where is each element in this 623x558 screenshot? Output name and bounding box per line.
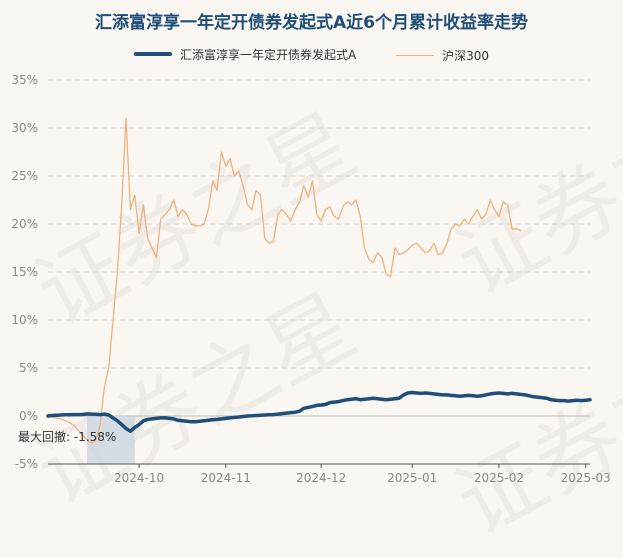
x-tick-label: 2025-01 <box>387 471 437 485</box>
plot-area: 35% 30% 25% 20% 15% 10% 5% 0% -5% 2024-10 2024-11 2… <box>11 73 611 485</box>
y-tick-label: 0% <box>19 409 38 423</box>
x-tick-label: 2024-10 <box>114 471 164 485</box>
x-tick-label: 2024-11 <box>201 471 251 485</box>
series-line-csi300[interactable] <box>47 117 522 444</box>
y-tick-label: 30% <box>11 121 38 135</box>
legend: 汇添富淳享一年定开债券发起式A 沪深300 <box>0 45 623 64</box>
y-tick-label: -5% <box>15 457 38 471</box>
legend-swatch-fund <box>134 52 173 56</box>
y-tick-label: 35% <box>11 73 38 87</box>
max-drawdown-label: 最大回撤: -1.58% <box>18 429 116 444</box>
chart-title: 汇添富淳享一年定开债券发起式A近6个月累计收益率走势 <box>95 13 528 33</box>
x-tick-label: 2025-03 <box>561 471 611 485</box>
y-tick-label: 20% <box>11 217 38 231</box>
legend-item-fund[interactable]: 汇添富淳享一年定开债券发起式A <box>134 46 356 63</box>
legend-label-fund: 汇添富淳享一年定开债券发起式A <box>180 47 357 62</box>
y-tick-label: 10% <box>11 313 38 327</box>
legend-label-index: 沪深300 <box>442 48 489 63</box>
chart-container: 证券之星 证券之星 证券之星 证券之星 汇添富淳享一年定开债券发起式A近6个月累… <box>0 13 623 555</box>
legend-item-index[interactable]: 沪深300 <box>396 47 489 64</box>
series-line-fund[interactable] <box>46 390 592 433</box>
x-tick-label: 2025-02 <box>474 471 524 485</box>
y-tick-label: 25% <box>11 169 38 183</box>
legend-swatch-index <box>396 54 435 56</box>
x-tick-label: 2024-12 <box>296 471 346 485</box>
y-tick-label: 15% <box>11 265 38 279</box>
y-tick-label: 5% <box>19 361 38 375</box>
